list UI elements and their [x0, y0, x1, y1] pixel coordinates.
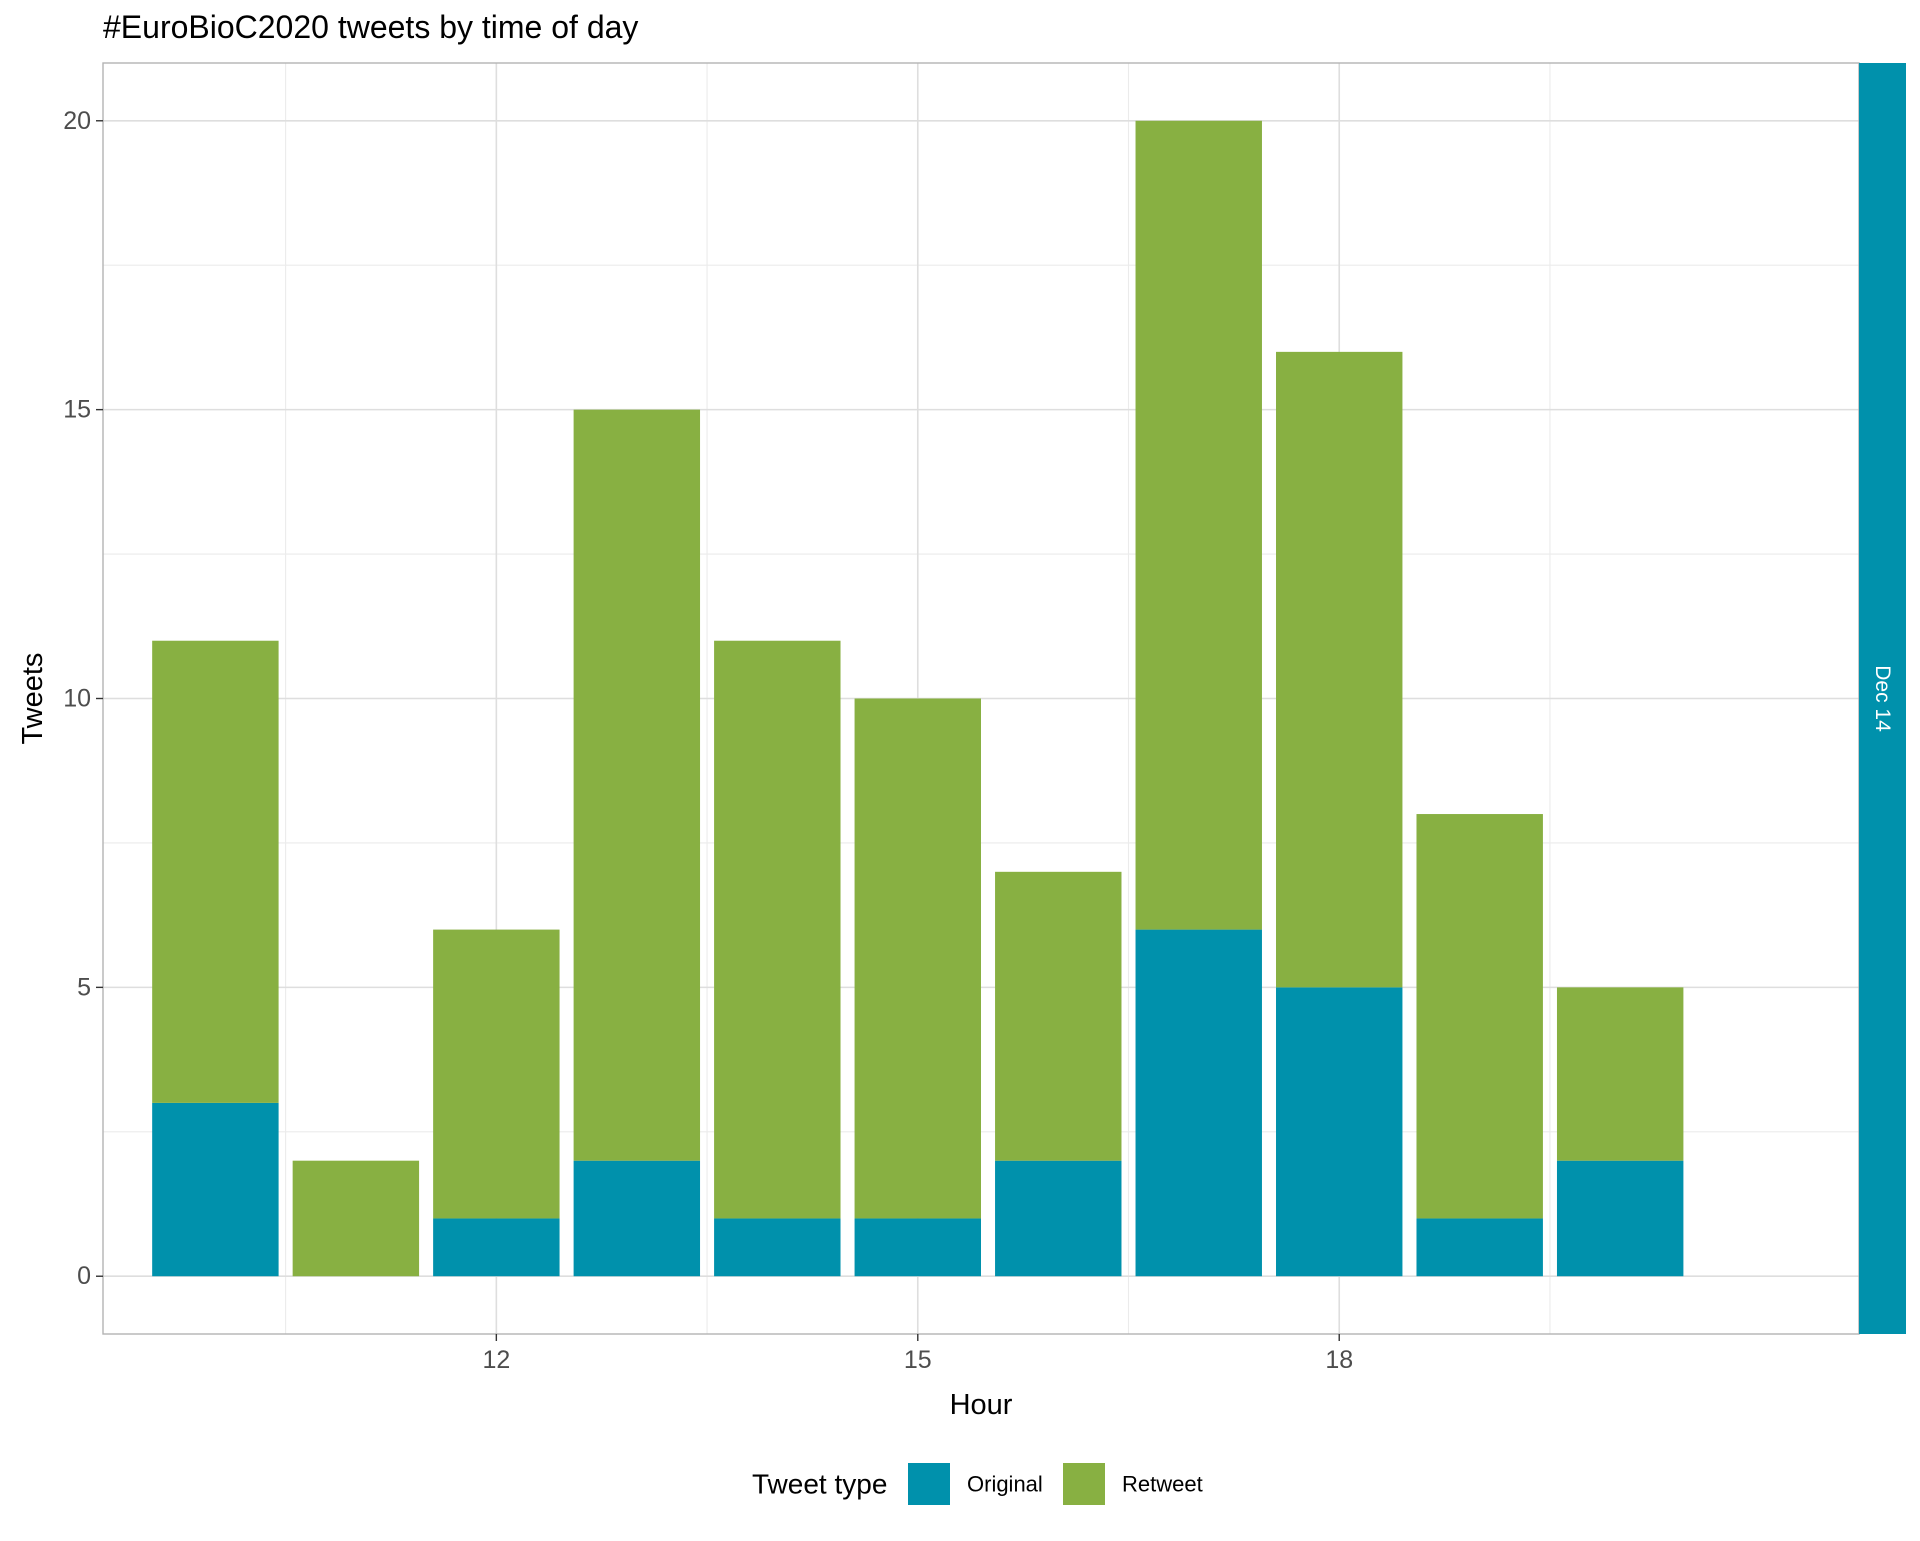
- bar-original-hour-13: [573, 1160, 701, 1277]
- bar-original-hour-10: [152, 1102, 279, 1277]
- bar-retweet-hour-12: [433, 929, 560, 1219]
- x-axis: 12 15 18: [482, 1334, 1353, 1374]
- bar-retweet-hour-14: [714, 640, 841, 1219]
- bar-retweet-hour-10: [152, 640, 279, 1103]
- legend-key-original: [908, 1463, 950, 1505]
- y-tick-label: 15: [63, 396, 91, 424]
- facet-strip: Dec 14: [1859, 63, 1906, 1334]
- facet-label: Dec 14: [1871, 665, 1894, 732]
- x-tick-label: 12: [482, 1346, 510, 1374]
- bar-retweet-hour-18: [1276, 351, 1403, 988]
- y-axis-label: Tweets: [17, 653, 49, 745]
- bar-original-hour-15: [854, 1218, 981, 1277]
- legend-label-original: Original: [967, 1472, 1043, 1497]
- legend-key-retweet: [1063, 1463, 1105, 1505]
- y-tick-label: 20: [63, 107, 91, 135]
- legend-label-retweet: Retweet: [1122, 1472, 1203, 1497]
- bar-original-hour-17: [1135, 929, 1262, 1277]
- bar-retweet-hour-13: [573, 409, 701, 1161]
- bar-original-hour-20: [1556, 1160, 1684, 1277]
- y-tick-label: 5: [77, 973, 91, 1001]
- bar-retweet-hour-19: [1416, 814, 1543, 1219]
- facet-strip-bg: [1859, 63, 1906, 1334]
- legend: Tweet type Original Retweet: [752, 1463, 1203, 1505]
- bar-original-hour-18: [1276, 987, 1403, 1277]
- bar-original-hour-16: [995, 1160, 1122, 1277]
- bar-original-hour-14: [714, 1218, 841, 1277]
- bars: [152, 120, 1684, 1277]
- bar-retweet-hour-15: [854, 698, 981, 1219]
- bar-original-hour-19: [1416, 1218, 1543, 1277]
- bar-retweet-hour-16: [995, 871, 1122, 1161]
- chart-title: #EuroBioC2020 tweets by time of day: [103, 9, 638, 45]
- y-axis: 0 5 10 15 20: [63, 107, 103, 1290]
- legend-title: Tweet type: [752, 1469, 887, 1500]
- y-tick-label: 0: [77, 1262, 91, 1290]
- bar-retweet-hour-20: [1556, 987, 1684, 1161]
- x-tick-label: 15: [904, 1346, 932, 1374]
- bar-retweet-hour-11: [292, 1160, 420, 1277]
- y-tick-label: 10: [63, 685, 91, 713]
- x-tick-label: 18: [1325, 1346, 1353, 1374]
- x-axis-label: Hour: [950, 1389, 1013, 1421]
- bar-retweet-hour-17: [1135, 120, 1262, 930]
- bar-original-hour-12: [433, 1218, 560, 1277]
